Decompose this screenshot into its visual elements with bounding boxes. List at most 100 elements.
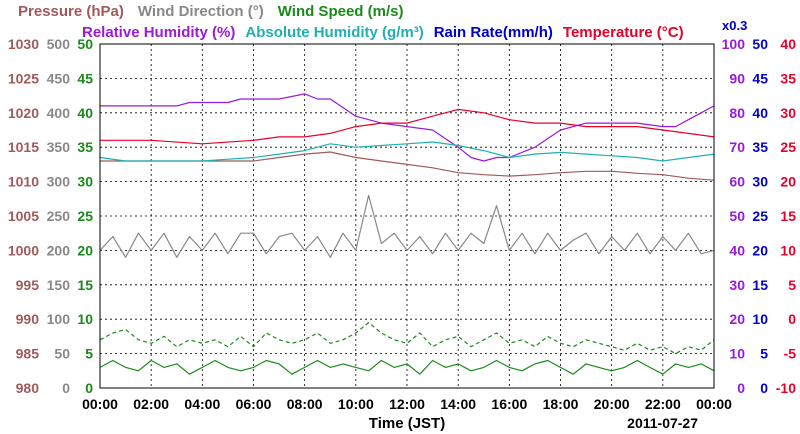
wind_direction-tick-label: 300 bbox=[47, 174, 71, 190]
relative_humidity-tick-label: 30 bbox=[729, 277, 745, 293]
x-axis-label: Time (JST) bbox=[369, 415, 445, 432]
temperature-tick-label: 20 bbox=[780, 174, 796, 190]
wind_direction-tick-label: 500 bbox=[47, 36, 71, 52]
x-tick-label: 16:00 bbox=[491, 396, 527, 412]
relative_humidity-tick-label: 10 bbox=[729, 346, 745, 362]
relative_humidity-tick-label: 40 bbox=[729, 242, 745, 258]
relative_humidity-tick-label: 100 bbox=[722, 36, 746, 52]
x-tick-label: 14:00 bbox=[440, 396, 476, 412]
relative_humidity-tick-label: 60 bbox=[729, 174, 745, 190]
relative_humidity-tick-label: 90 bbox=[729, 70, 745, 86]
series-line-relative_humidity bbox=[100, 93, 715, 162]
x-tick-label: 22:00 bbox=[645, 396, 681, 412]
wind_speed-tick-label: 40 bbox=[77, 105, 93, 121]
pressure-tick-label: 1010 bbox=[8, 174, 39, 190]
series-line-absolute_humidity bbox=[99, 141, 715, 162]
wind_speed-tick-label: 25 bbox=[77, 208, 93, 224]
rain_rate-tick-label: 5 bbox=[760, 346, 768, 362]
wind_speed-tick-label: 20 bbox=[77, 242, 93, 258]
pressure-tick-label: 990 bbox=[16, 311, 40, 327]
pressure-tick-label: 1005 bbox=[8, 208, 39, 224]
x-tick-label: 04:00 bbox=[184, 396, 220, 412]
temperature-tick-label: 15 bbox=[780, 208, 796, 224]
rain_rate-tick-label: 35 bbox=[752, 139, 768, 155]
relative_humidity-tick-label: 80 bbox=[729, 105, 745, 121]
legend-item: Relative Humidity (%) bbox=[82, 24, 235, 41]
legend-item: Wind Speed (m/s) bbox=[278, 3, 404, 20]
wind_speed-tick-label: 10 bbox=[77, 311, 93, 327]
x-tick-label: 00:00 bbox=[696, 396, 732, 412]
rain-scale-note: x0.3 bbox=[722, 18, 747, 33]
grid bbox=[100, 44, 714, 388]
wind_direction-tick-label: 0 bbox=[62, 380, 70, 396]
temperature-tick-label: 0 bbox=[788, 311, 796, 327]
pressure-tick-label: 1015 bbox=[8, 139, 39, 155]
wind_speed-tick-label: 50 bbox=[77, 36, 93, 52]
relative_humidity-tick-label: 20 bbox=[729, 311, 745, 327]
rain_rate-tick-label: 45 bbox=[752, 70, 768, 86]
rain_rate-tick-label: 15 bbox=[752, 277, 768, 293]
pressure-tick-label: 985 bbox=[16, 346, 40, 362]
series-lines bbox=[99, 93, 715, 375]
rain_rate-tick-label: 0 bbox=[760, 380, 768, 396]
rain_rate-tick-label: 10 bbox=[752, 311, 768, 327]
rain_rate-tick-label: 20 bbox=[752, 242, 768, 258]
temperature-tick-label: 30 bbox=[780, 105, 796, 121]
x-axis: 00:00 02:00 04:00 06:00 08:00 10:00 12:00 14:00… bbox=[82, 396, 732, 432]
relative_humidity-tick-label: 70 bbox=[729, 139, 745, 155]
right-axes: 1009080706050403020100504540353025201510… bbox=[722, 36, 797, 396]
temperature-tick-label: 5 bbox=[788, 277, 796, 293]
temperature-tick-label: 10 bbox=[780, 242, 796, 258]
wind_direction-tick-label: 350 bbox=[47, 139, 71, 155]
series-line-wind_direction bbox=[99, 194, 715, 258]
date-label: 2011-07-27 bbox=[627, 415, 698, 431]
pressure-tick-label: 1000 bbox=[8, 242, 39, 258]
x-tick-label: 06:00 bbox=[236, 396, 272, 412]
relative_humidity-tick-label: 0 bbox=[737, 380, 745, 396]
plot-frame bbox=[99, 43, 715, 389]
wind_direction-tick-label: 250 bbox=[47, 208, 71, 224]
series-line-pressure bbox=[100, 151, 715, 181]
relative_humidity-tick-label: 50 bbox=[729, 208, 745, 224]
wind_speed-tick-label: 35 bbox=[77, 139, 93, 155]
wind_speed-tick-label: 45 bbox=[77, 70, 93, 86]
rain_rate-tick-label: 40 bbox=[752, 105, 768, 121]
wind_speed-tick-label: 15 bbox=[77, 277, 93, 293]
wind_direction-tick-label: 150 bbox=[47, 277, 71, 293]
wind_speed-tick-label: 30 bbox=[77, 174, 93, 190]
rain_rate-tick-label: 50 bbox=[752, 36, 768, 52]
temperature-tick-label: 25 bbox=[780, 139, 796, 155]
rain_rate-tick-label: 25 bbox=[752, 208, 768, 224]
wind_direction-tick-label: 450 bbox=[47, 70, 71, 86]
wind_direction-tick-label: 100 bbox=[47, 311, 71, 327]
rain_rate-tick-label: 30 bbox=[752, 174, 768, 190]
temperature-tick-label: 40 bbox=[780, 36, 796, 52]
pressure-tick-label: 1020 bbox=[8, 105, 39, 121]
legend-item: Pressure (hPa) bbox=[18, 3, 124, 20]
legend-item: Wind Direction (°) bbox=[138, 3, 264, 20]
x-tick-label: 20:00 bbox=[594, 396, 630, 412]
temperature-tick-label: 35 bbox=[780, 70, 796, 86]
wind_direction-tick-label: 400 bbox=[47, 105, 71, 121]
temperature-tick-label: -5 bbox=[784, 346, 797, 362]
legend-item: Absolute Humidity (g/m³) bbox=[245, 24, 423, 41]
legend-item: Rain Rate(mm/h) bbox=[434, 24, 553, 41]
pressure-tick-label: 1025 bbox=[8, 70, 39, 86]
legend-item: Temperature (°C) bbox=[563, 24, 684, 41]
pressure-tick-label: 1030 bbox=[8, 36, 39, 52]
wind_speed-tick-label: 0 bbox=[85, 380, 93, 396]
legend: Pressure (hPa) Wind Direction (°) Wind Spe… bbox=[18, 3, 747, 41]
pressure-tick-label: 995 bbox=[16, 277, 40, 293]
series-line-wind_speed-gust bbox=[99, 322, 715, 355]
x-tick-label: 08:00 bbox=[287, 396, 323, 412]
series-line-wind_speed bbox=[99, 359, 715, 375]
x-tick-label: 12:00 bbox=[389, 396, 425, 412]
temperature-tick-label: -10 bbox=[776, 380, 796, 396]
wind_speed-tick-label: 5 bbox=[85, 346, 93, 362]
x-tick-label: 02:00 bbox=[133, 396, 169, 412]
series-line-temperature bbox=[100, 108, 715, 145]
pressure-tick-label: 980 bbox=[16, 380, 40, 396]
x-tick-label: 18:00 bbox=[543, 396, 579, 412]
wind_direction-tick-label: 200 bbox=[47, 242, 71, 258]
